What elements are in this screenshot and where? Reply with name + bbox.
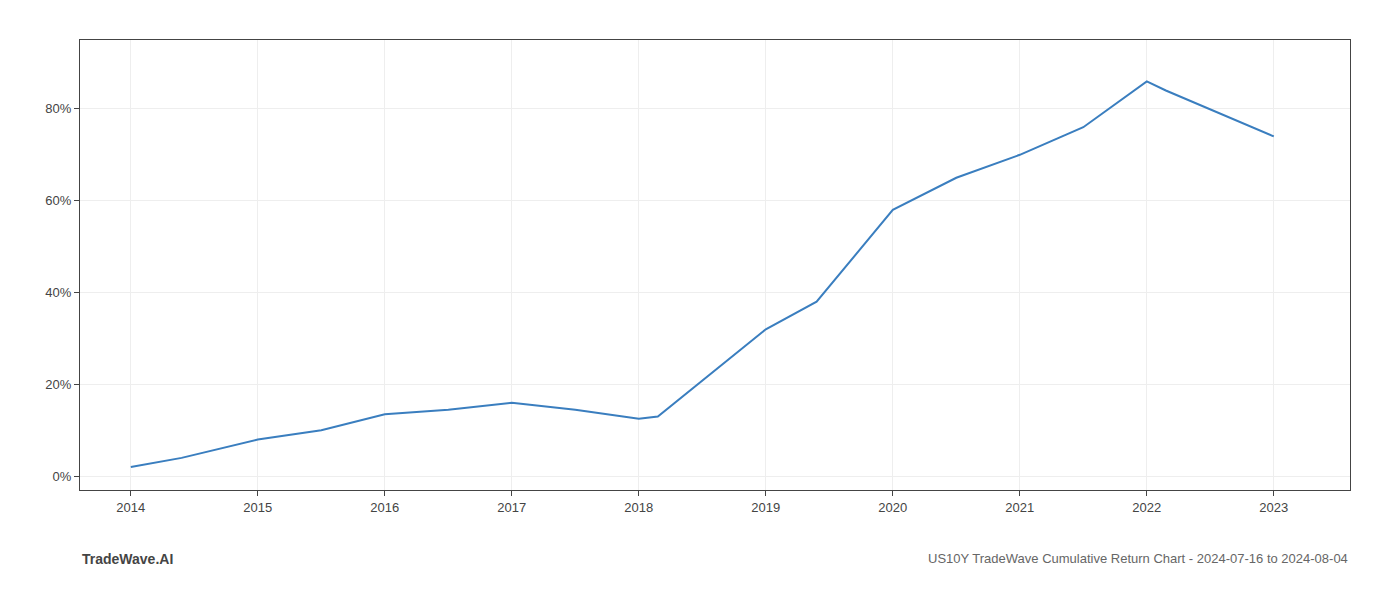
svg-text:40%: 40% — [45, 285, 71, 300]
svg-text:2020: 2020 — [878, 500, 907, 515]
svg-text:TradeWave.AI: TradeWave.AI — [82, 551, 173, 567]
svg-text:2017: 2017 — [497, 500, 526, 515]
svg-text:2019: 2019 — [751, 500, 780, 515]
svg-text:80%: 80% — [45, 101, 71, 116]
svg-text:2014: 2014 — [116, 500, 145, 515]
svg-text:2023: 2023 — [1259, 500, 1288, 515]
svg-text:0%: 0% — [53, 469, 72, 484]
svg-text:2018: 2018 — [624, 500, 653, 515]
svg-text:2016: 2016 — [370, 500, 399, 515]
svg-text:2015: 2015 — [243, 500, 272, 515]
svg-text:60%: 60% — [45, 193, 71, 208]
svg-text:20%: 20% — [45, 377, 71, 392]
svg-text:2021: 2021 — [1005, 500, 1034, 515]
svg-text:2022: 2022 — [1132, 500, 1161, 515]
svg-text:US10Y TradeWave Cumulative Ret: US10Y TradeWave Cumulative Return Chart … — [928, 551, 1348, 566]
